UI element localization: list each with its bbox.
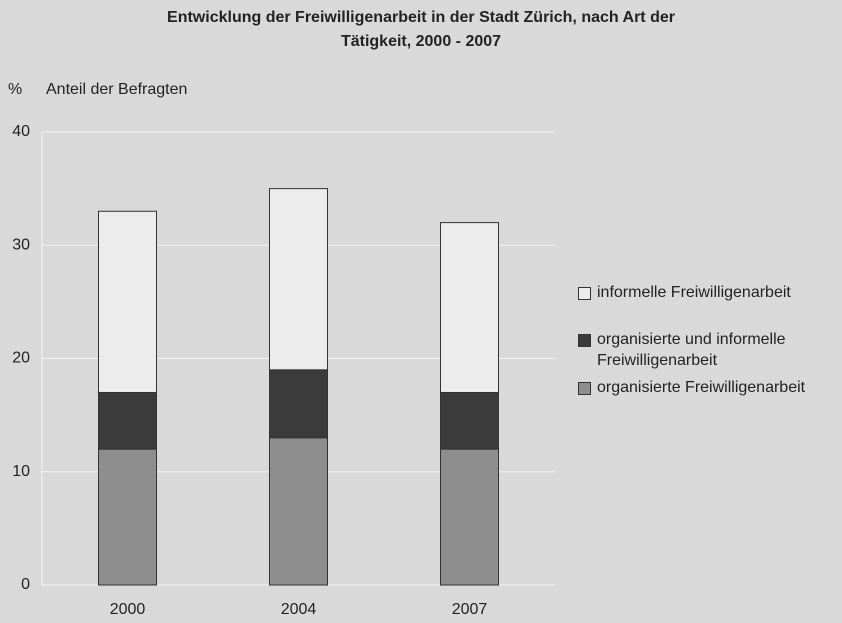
bar-segment (98, 210, 157, 393)
bar-segment (98, 448, 157, 586)
x-tick-label: 2004 (281, 601, 317, 618)
bar-segment (269, 369, 328, 439)
bar-segment (269, 188, 328, 371)
legend-item: informelle Freiwilligenarbeit (578, 282, 840, 303)
chart-title: Tätigkeit, 2000 - 2007 (341, 33, 501, 50)
legend-swatch (578, 382, 591, 395)
chart-title: Entwicklung der Freiwilligenarbeit in de… (167, 9, 675, 26)
bar-segment (98, 391, 157, 450)
bar-segment (440, 448, 499, 586)
legend-item: organisierte und informelle Freiwilligen… (578, 329, 840, 371)
legend-label: organisierte und informelle Freiwilligen… (597, 331, 786, 369)
bar-segment (440, 391, 499, 450)
y-tick-label: 20 (12, 350, 30, 367)
legend-item: organisierte Freiwilligenarbeit (578, 377, 840, 398)
y-tick-label: 10 (12, 463, 30, 480)
legend-label: informelle Freiwilligenarbeit (597, 284, 791, 301)
legend-swatch (578, 287, 591, 300)
bar-segment (269, 437, 328, 586)
legend: informelle Freiwilligenarbeit organisiert… (578, 282, 840, 404)
x-tick-label: 2007 (452, 601, 488, 618)
y-tick-label: 30 (12, 236, 30, 253)
bar-segment (440, 222, 499, 393)
legend-swatch (578, 334, 591, 347)
y-axis-label: Anteil der Befragten (46, 81, 187, 98)
y-tick-label: 0 (21, 576, 30, 593)
x-tick-label: 2000 (110, 601, 146, 618)
legend-label: organisierte Freiwilligenarbeit (597, 379, 806, 396)
y-unit: % (8, 81, 22, 98)
y-tick-label: 40 (12, 123, 30, 140)
